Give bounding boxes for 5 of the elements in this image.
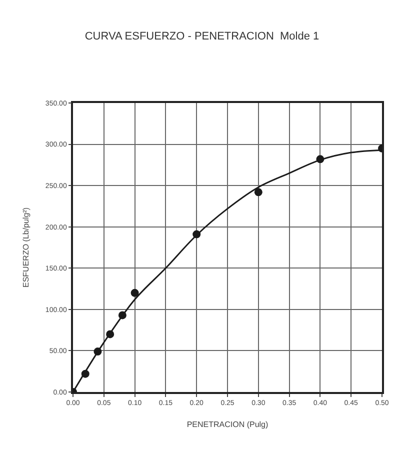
point [254, 188, 262, 196]
y-axis-title: ESFUERZO (Lb/pulg²) [22, 207, 31, 288]
x-axis-title: PENETRACION (Pulg) [186, 420, 269, 429]
chart-title: CURVA ESFUERZO - PENETRACION Molde 1 [84, 30, 320, 43]
point [130, 288, 139, 297]
